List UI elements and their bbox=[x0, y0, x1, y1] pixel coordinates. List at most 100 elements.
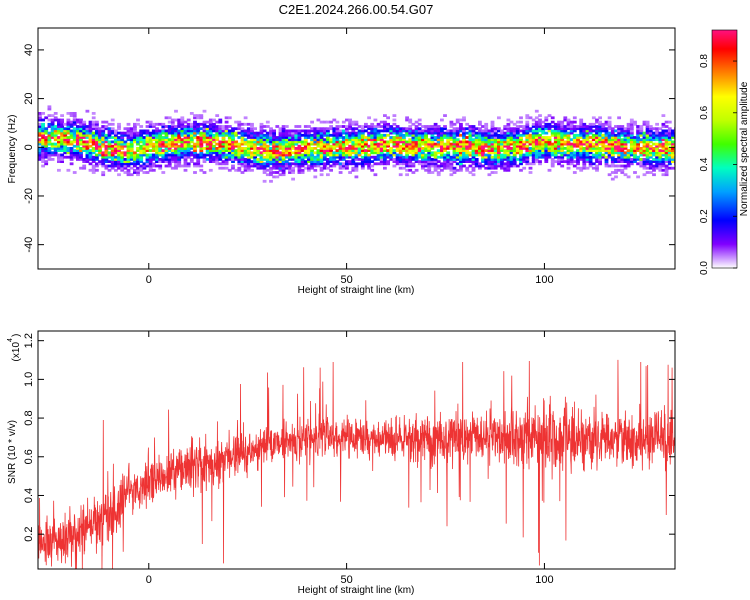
spectrogram-cell bbox=[79, 133, 83, 137]
spectrogram-cell bbox=[170, 151, 175, 155]
spectrogram-cell bbox=[278, 129, 283, 133]
spectrogram-cell bbox=[164, 164, 169, 168]
spectrogram-cell bbox=[345, 125, 349, 128]
spectrogram-cell bbox=[319, 151, 324, 155]
spectrogram-cell bbox=[598, 149, 602, 152]
spectrogram-cell bbox=[151, 122, 156, 126]
spectrogram-cell bbox=[392, 144, 397, 148]
spectrogram-cell bbox=[341, 149, 346, 152]
spectrogram-cell bbox=[623, 133, 628, 137]
spectrogram-cell bbox=[392, 118, 397, 122]
spectrogram-cell bbox=[57, 138, 61, 142]
spectrogram-cell bbox=[490, 140, 495, 144]
spectrogram-cell bbox=[326, 120, 330, 124]
spectrogram-cell bbox=[202, 160, 207, 163]
spectrogram-cell bbox=[433, 138, 438, 142]
spectrogram-cell bbox=[642, 149, 647, 152]
spectrogram-cell bbox=[155, 149, 159, 152]
spectrogram-cell bbox=[459, 129, 463, 133]
spectrogram-cell bbox=[174, 118, 178, 122]
spectrogram-cell bbox=[547, 140, 552, 144]
spectrogram-cell bbox=[218, 127, 223, 131]
spectrogram-cell bbox=[424, 164, 428, 168]
spectrogram-cell bbox=[288, 142, 292, 146]
spectrogram-cell bbox=[177, 133, 182, 137]
spectrogram-cell bbox=[379, 155, 384, 159]
spectrogram-cell bbox=[544, 144, 549, 148]
spectrogram-cell bbox=[348, 125, 352, 128]
spectrogram-cell bbox=[664, 140, 669, 144]
spectrogram-cell bbox=[300, 158, 305, 161]
spectrogram-cell bbox=[281, 127, 286, 131]
spectrogram-cell bbox=[636, 127, 640, 131]
spectrogram-cell bbox=[69, 153, 74, 157]
spectrogram-cell bbox=[234, 151, 238, 155]
spectrogram-cell bbox=[50, 151, 55, 155]
y-tick-label: 0.6 bbox=[23, 449, 35, 464]
spectrogram-cell bbox=[281, 149, 286, 152]
spectrogram-cell bbox=[383, 129, 387, 133]
spectrogram-cell bbox=[338, 164, 343, 168]
spectrogram-cell bbox=[433, 136, 438, 139]
spectrogram-cell bbox=[360, 138, 365, 142]
spectrogram-cell bbox=[50, 118, 55, 122]
spectrogram-cell bbox=[294, 155, 299, 159]
spectrogram-cell bbox=[550, 116, 555, 120]
spectrogram-cell bbox=[424, 136, 428, 139]
spectrogram-xlabel: Height of straight line (km) bbox=[298, 285, 415, 296]
spectrogram-cell bbox=[322, 127, 327, 131]
spectrogram-cell bbox=[243, 164, 248, 168]
spectrogram-cell bbox=[424, 127, 428, 131]
spectrogram-cell bbox=[326, 127, 330, 131]
spectrogram-cell bbox=[151, 142, 156, 146]
spectrogram-cell bbox=[566, 160, 571, 163]
spectrogram-cell bbox=[288, 140, 292, 144]
spectrogram-cell bbox=[395, 133, 400, 137]
spectrogram-cell bbox=[231, 164, 235, 168]
spectrogram-cell bbox=[224, 131, 229, 135]
spectrogram-cell bbox=[360, 142, 365, 146]
spectrogram-cell bbox=[408, 155, 413, 159]
spectrogram-cell bbox=[379, 140, 384, 144]
spectrogram-cell bbox=[528, 153, 533, 157]
spectrogram-cell bbox=[493, 149, 498, 152]
spectrogram-cell bbox=[446, 131, 451, 135]
spectrogram-cell bbox=[497, 147, 501, 150]
spectrogram-cell bbox=[288, 131, 292, 135]
spectrogram-cell bbox=[645, 144, 650, 148]
spectrogram-cell bbox=[500, 162, 504, 166]
spectrogram-cell bbox=[563, 151, 568, 155]
spectrogram-cell bbox=[585, 136, 590, 139]
spectrogram-cell bbox=[538, 153, 542, 157]
spectrogram-cell bbox=[44, 129, 49, 133]
spectrogram-cell bbox=[41, 112, 45, 115]
spectrogram-cell bbox=[272, 131, 276, 135]
spectrogram-cell bbox=[617, 155, 621, 159]
spectrogram-cell bbox=[341, 142, 346, 146]
spectrogram-cell bbox=[601, 147, 606, 150]
spectrogram-cell bbox=[167, 160, 172, 163]
spectrogram-cell bbox=[405, 151, 409, 155]
spectrogram-cell bbox=[459, 155, 463, 159]
spectrogram-cell bbox=[319, 168, 324, 172]
spectrogram-cell bbox=[658, 140, 663, 144]
spectrogram-cell bbox=[47, 155, 52, 159]
spectrogram-cell bbox=[623, 164, 628, 168]
spectrogram-cell bbox=[110, 136, 115, 139]
spectrogram-cell bbox=[79, 149, 83, 152]
spectrogram-cell bbox=[386, 133, 390, 137]
spectrogram-cell bbox=[221, 162, 226, 166]
spectrogram-cell bbox=[667, 140, 672, 144]
spectrogram-cell bbox=[373, 127, 378, 131]
spectrogram-cell bbox=[626, 175, 631, 179]
spectrogram-cell bbox=[338, 131, 343, 135]
spectrogram-cell bbox=[601, 155, 606, 159]
spectrogram-cell bbox=[256, 153, 261, 157]
spectrogram-cell bbox=[484, 153, 489, 157]
spectrogram-cell bbox=[373, 162, 378, 166]
spectrogram-cell bbox=[610, 142, 615, 146]
spectrogram-cell bbox=[376, 133, 381, 137]
spectrogram-cell bbox=[440, 133, 444, 137]
spectrogram-cell bbox=[560, 133, 565, 137]
spectrogram-cell bbox=[402, 129, 406, 133]
